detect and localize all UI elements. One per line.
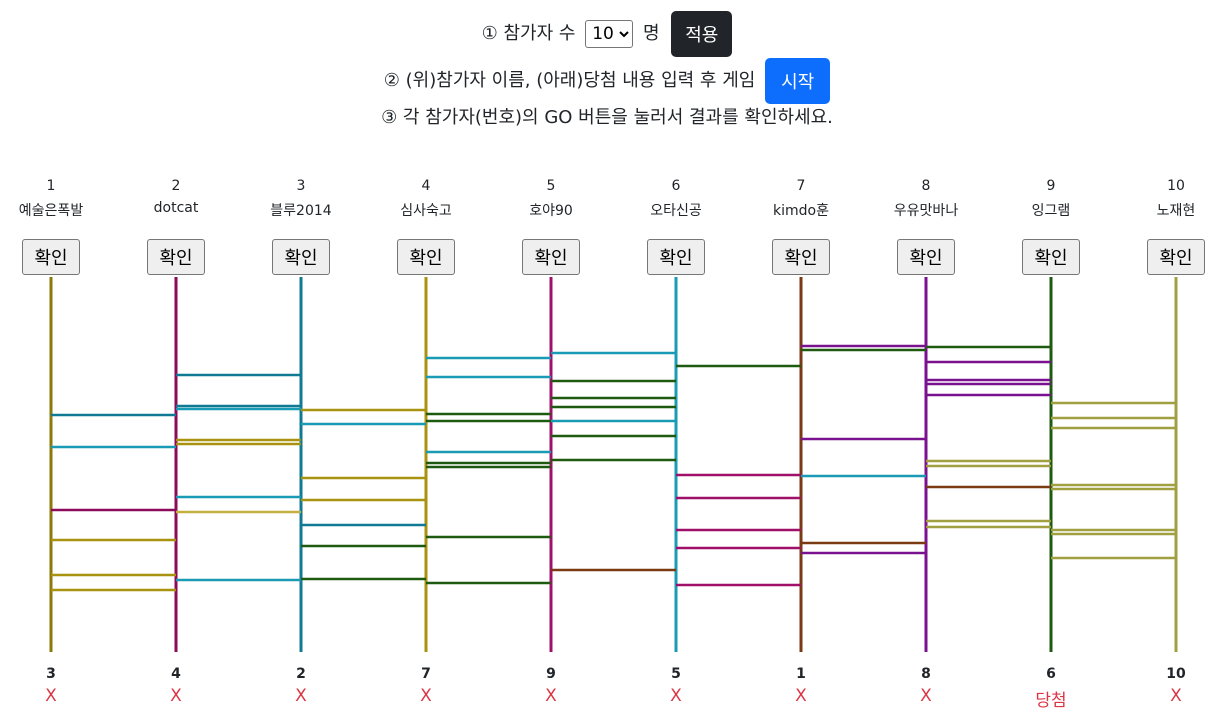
result-text[interactable]: X	[420, 686, 432, 706]
participant-name[interactable]: 호야90	[529, 203, 573, 219]
result-text[interactable]: X	[795, 686, 807, 706]
result-number: 3	[46, 666, 56, 682]
participant-number: 10	[1167, 178, 1185, 194]
step1-suffix: 명	[642, 23, 660, 44]
participant-count-select[interactable]: 10	[585, 20, 634, 48]
confirm-button[interactable]: 확인	[897, 239, 955, 275]
participant-number: 7	[796, 178, 806, 194]
result-number: 2	[296, 666, 306, 682]
participant-number: 1	[46, 178, 56, 194]
result-number: 5	[671, 666, 681, 682]
result-number: 1	[796, 666, 806, 682]
confirm-button[interactable]: 확인	[647, 239, 705, 275]
result-text[interactable]: 당첨	[1035, 691, 1067, 711]
participant-name[interactable]: 심사숙고	[400, 203, 452, 219]
participant-number: 4	[421, 178, 431, 194]
step3-row: ③ 각 참가자(번호)의 GO 버튼을 눌러서 결과를 확인하세요.	[0, 103, 1214, 133]
confirm-button[interactable]: 확인	[1022, 239, 1080, 275]
step2-row: ② (위)참가자 이름, (아래)당첨 내용 입력 후 게임 시작	[0, 57, 1214, 105]
participant-number: 6	[671, 178, 681, 194]
participant-name[interactable]: 우유맛바나	[893, 203, 959, 219]
result-text[interactable]: X	[920, 686, 932, 706]
start-button[interactable]: 시작	[765, 58, 831, 104]
participant-name[interactable]: dotcat	[153, 200, 199, 216]
confirm-button[interactable]: 확인	[22, 239, 80, 275]
confirm-button[interactable]: 확인	[397, 239, 455, 275]
confirm-button[interactable]: 확인	[772, 239, 830, 275]
participant-number: 8	[921, 178, 931, 194]
participant-name[interactable]: 오타신공	[650, 203, 702, 219]
result-text[interactable]: X	[295, 686, 307, 706]
result-number: 10	[1166, 666, 1186, 682]
result-number: 4	[171, 666, 181, 682]
result-text[interactable]: X	[170, 686, 182, 706]
result-text[interactable]: X	[1170, 686, 1182, 706]
step2-text: ② (위)참가자 이름, (아래)당첨 내용 입력 후 게임	[383, 70, 756, 91]
participant-name[interactable]: 예술은폭발	[18, 203, 84, 219]
result-number: 8	[921, 666, 931, 682]
confirm-button[interactable]: 확인	[272, 239, 330, 275]
step3-text: ③ 각 참가자(번호)의 GO 버튼을 눌러서 결과를 확인하세요.	[381, 107, 833, 128]
confirm-button[interactable]: 확인	[147, 239, 205, 275]
result-number: 7	[421, 666, 431, 682]
participant-number: 3	[296, 178, 306, 194]
participant-name[interactable]: 잉그램	[1031, 203, 1071, 219]
participant-name[interactable]: 블루2014	[270, 203, 332, 219]
step1-prefix: ① 참가자 수	[481, 23, 576, 44]
confirm-button[interactable]: 확인	[1147, 239, 1205, 275]
step1-row: ① 참가자 수 10 명 적용	[0, 10, 1214, 58]
confirm-button[interactable]: 확인	[522, 239, 580, 275]
result-number: 6	[1046, 666, 1056, 682]
apply-button[interactable]: 적용	[671, 11, 733, 57]
result-text[interactable]: X	[45, 686, 57, 706]
participant-name[interactable]: 노재현	[1156, 203, 1196, 219]
participant-name[interactable]: kimdo훈	[773, 203, 829, 219]
participant-number: 2	[171, 178, 181, 194]
participant-number: 5	[546, 178, 556, 194]
result-text[interactable]: X	[670, 686, 682, 706]
result-number: 9	[546, 666, 556, 682]
result-text[interactable]: X	[545, 686, 557, 706]
participant-number: 9	[1046, 178, 1056, 194]
